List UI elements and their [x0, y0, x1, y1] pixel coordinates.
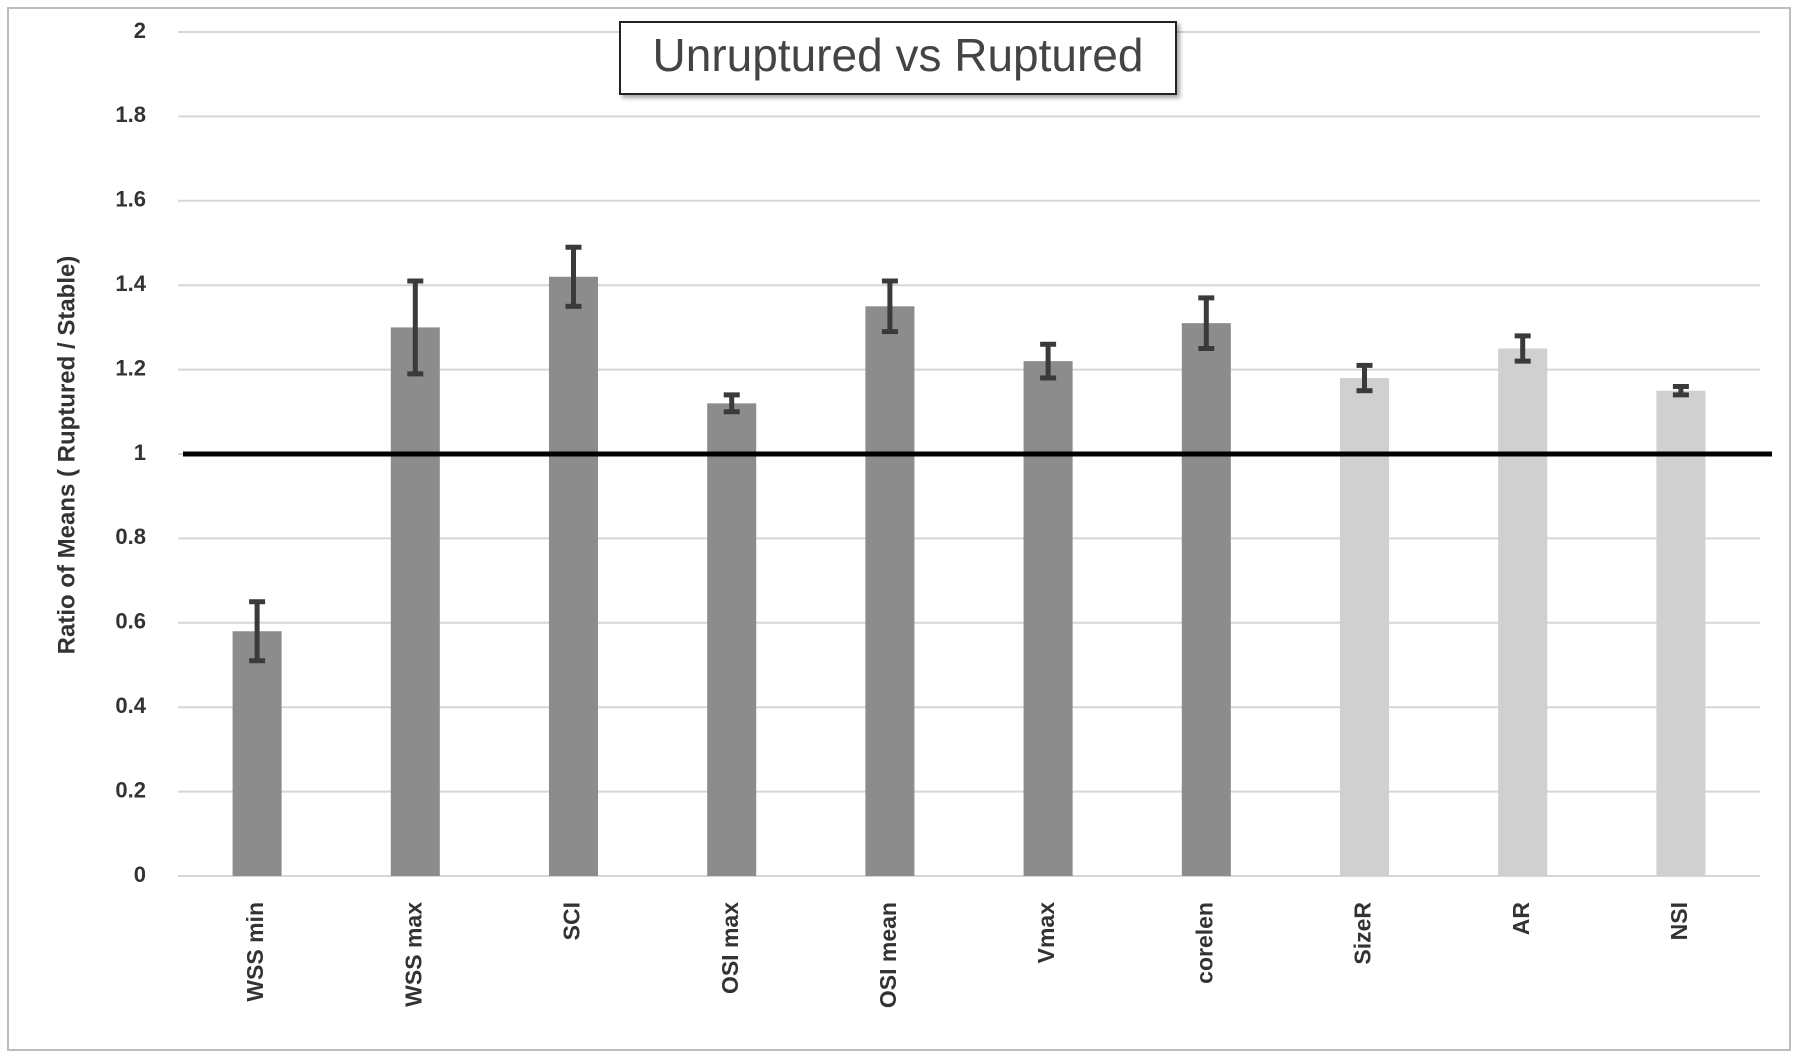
x-tick-label: Vmax — [1033, 902, 1059, 964]
chart-title: Unruptured vs Ruptured — [653, 29, 1144, 81]
x-tick-label: SizeR — [1350, 902, 1376, 965]
bar — [1498, 348, 1548, 876]
bar — [548, 276, 599, 876]
error-bar — [1672, 383, 1689, 398]
bar — [1023, 361, 1073, 876]
x-tick-label: NSI — [1666, 902, 1692, 940]
y-tick-label: 1.4 — [115, 271, 146, 296]
error-bar — [1356, 362, 1373, 394]
error-bar — [723, 392, 740, 415]
y-tick-label: 1.8 — [115, 102, 146, 127]
x-tick-label: OSI max — [717, 902, 743, 994]
error-bar — [1514, 333, 1531, 364]
error-bar — [249, 599, 266, 664]
x-tick-label: WSS min — [242, 902, 268, 1002]
y-tick-label: 0 — [134, 862, 146, 887]
bar — [707, 403, 757, 876]
bar — [1339, 378, 1390, 876]
y-tick-label: 1.2 — [115, 355, 146, 380]
y-tick-label: 1 — [134, 440, 146, 465]
x-tick-label: AR — [1508, 902, 1534, 936]
x-tick-label: WSS max — [400, 902, 426, 1007]
y-tick-label: 0.8 — [115, 524, 146, 549]
y-axis-title: Ratio of Means ( Ruptured / Stable) — [53, 256, 80, 655]
y-tick-label: 1.6 — [115, 187, 146, 212]
error-bar — [1040, 341, 1057, 381]
y-tick-label: 2 — [134, 18, 146, 43]
error-bar — [1198, 295, 1215, 351]
error-bar — [565, 244, 582, 309]
bar — [1656, 390, 1706, 876]
plot-area: 0 0.2 0.4 0.6 0.8 1 1.2 1.4 1.6 1.8 2 WSS min WSS ma… — [115, 18, 1772, 1008]
bar — [390, 327, 440, 876]
x-tick-label: SCI — [559, 902, 585, 940]
bar — [232, 631, 282, 876]
bar — [1181, 323, 1231, 876]
bar — [865, 306, 915, 876]
x-tick-label: corelen — [1191, 902, 1217, 984]
title-box — [619, 21, 1177, 95]
error-bar — [407, 278, 424, 377]
y-tick-label: 0.4 — [115, 693, 146, 718]
y-tick-label: 0.6 — [115, 609, 146, 634]
x-tick-label: OSI mean — [875, 902, 901, 1008]
y-tick-label: 0.2 — [115, 777, 146, 802]
error-bar — [881, 278, 898, 335]
